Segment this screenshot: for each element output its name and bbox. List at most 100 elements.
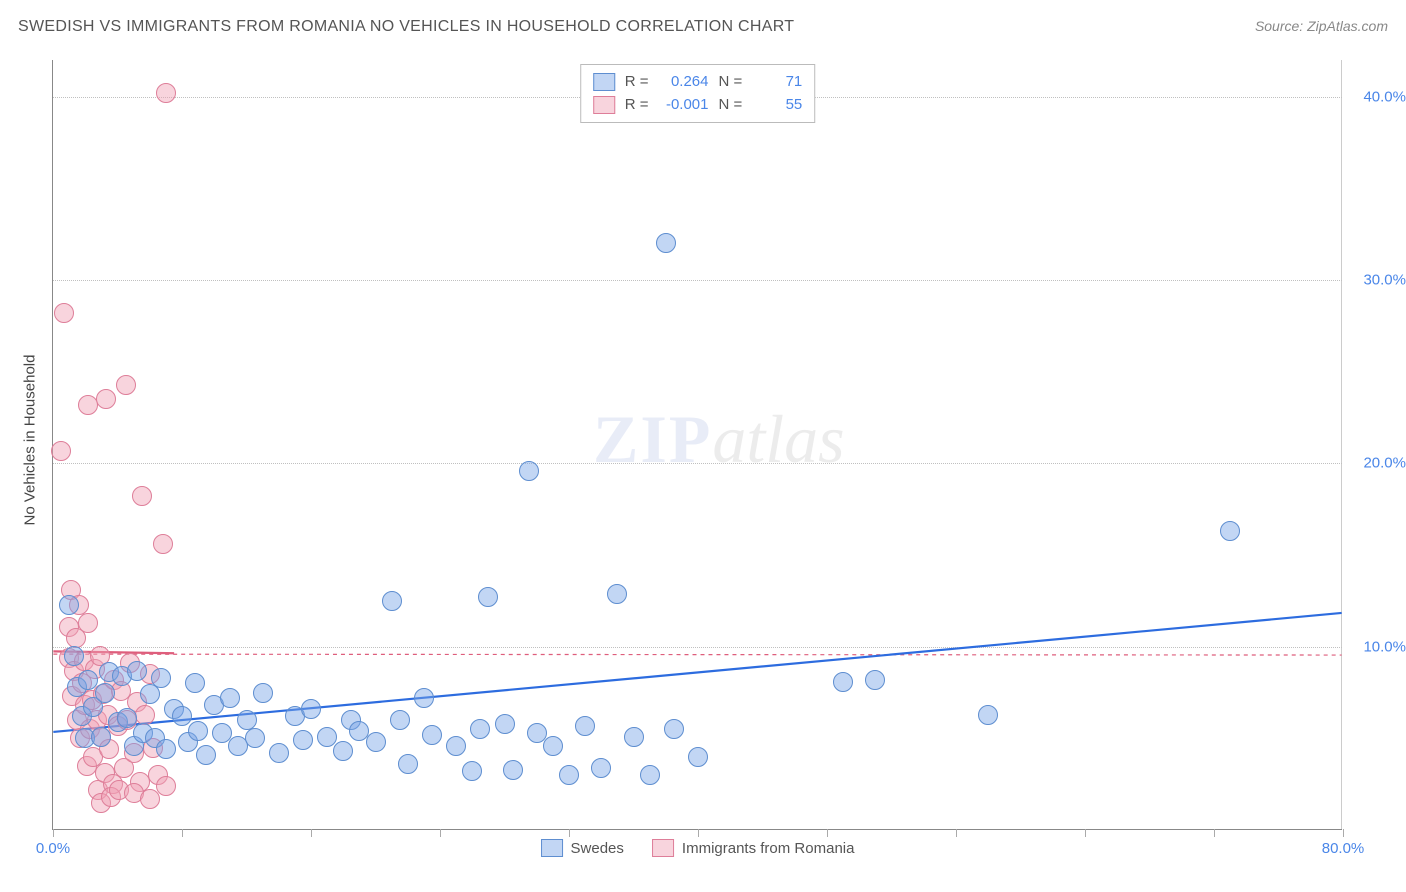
data-point-blue [422, 725, 442, 745]
legend-item-pink: Immigrants from Romania [652, 839, 855, 857]
data-point-blue [117, 708, 137, 728]
data-point-blue [245, 728, 265, 748]
y-tick-label: 30.0% [1351, 272, 1406, 289]
data-point-pink [132, 486, 152, 506]
y-tick-label: 10.0% [1351, 638, 1406, 655]
n-label2: N = [719, 94, 743, 117]
data-point-blue [253, 683, 273, 703]
stats-row-blue: R = 0.264 N = 71 [593, 71, 803, 94]
data-point-blue [196, 745, 216, 765]
data-point-pink [135, 705, 155, 725]
data-point-blue [664, 719, 684, 739]
x-tick [53, 829, 54, 837]
data-point-blue [390, 710, 410, 730]
x-tick-label: 0.0% [36, 840, 70, 857]
data-point-blue [978, 705, 998, 725]
data-point-blue [382, 591, 402, 611]
data-point-blue [607, 584, 627, 604]
data-point-blue [172, 706, 192, 726]
x-tick [311, 829, 312, 837]
x-tick [1085, 829, 1086, 837]
x-tick-label: 80.0% [1322, 840, 1365, 857]
legend-label-pink: Immigrants from Romania [682, 840, 855, 857]
x-tick [956, 829, 957, 837]
n-value-blue: 71 [752, 71, 802, 94]
gridline [53, 647, 1342, 648]
source-attribution: Source: ZipAtlas.com [1255, 18, 1388, 34]
legend-label-blue: Swedes [571, 840, 624, 857]
data-point-blue [688, 747, 708, 767]
data-point-pink [54, 303, 74, 323]
data-point-pink [153, 534, 173, 554]
r-value-pink: -0.001 [659, 94, 709, 117]
data-point-blue [640, 765, 660, 785]
n-label: N = [719, 71, 743, 94]
watermark-atlas: atlas [712, 401, 844, 477]
data-point-pink [156, 776, 176, 796]
data-point-pink [78, 613, 98, 633]
data-point-blue [59, 595, 79, 615]
data-point-blue [64, 646, 84, 666]
x-tick [1214, 829, 1215, 837]
bottom-legend: Swedes Immigrants from Romania [541, 839, 855, 857]
legend-swatch-blue [541, 839, 563, 857]
data-point-blue [398, 754, 418, 774]
data-point-blue [624, 727, 644, 747]
watermark: ZIPatlas [593, 400, 845, 479]
data-point-blue [333, 741, 353, 761]
data-point-blue [156, 739, 176, 759]
data-point-blue [220, 688, 240, 708]
x-tick [1343, 829, 1344, 837]
data-point-blue [503, 760, 523, 780]
data-point-blue [151, 668, 171, 688]
y-tick-label: 40.0% [1351, 88, 1406, 105]
x-tick [827, 829, 828, 837]
scatter-plot-area: 10.0%20.0%30.0%40.0% ZIPatlas R = 0.264 … [52, 60, 1342, 830]
n-value-pink: 55 [752, 94, 802, 117]
r-label: R = [625, 71, 649, 94]
data-point-blue [301, 699, 321, 719]
data-point-blue [237, 710, 257, 730]
r-label2: R = [625, 94, 649, 117]
data-point-blue [269, 743, 289, 763]
data-point-pink [78, 395, 98, 415]
data-point-blue [575, 716, 595, 736]
data-point-blue [91, 727, 111, 747]
trend-line [53, 654, 1341, 655]
data-point-pink [96, 389, 116, 409]
data-point-blue [519, 461, 539, 481]
x-tick [698, 829, 699, 837]
data-point-blue [462, 761, 482, 781]
watermark-zip: ZIP [593, 401, 712, 477]
data-point-pink [51, 441, 71, 461]
data-point-blue [865, 670, 885, 690]
data-point-blue [293, 730, 313, 750]
x-tick [569, 829, 570, 837]
data-point-blue [140, 684, 160, 704]
stats-row-pink: R = -0.001 N = 55 [593, 94, 803, 117]
r-value-blue: 0.264 [659, 71, 709, 94]
data-point-blue [95, 683, 115, 703]
gridline [53, 280, 1342, 281]
data-point-blue [543, 736, 563, 756]
data-point-blue [833, 672, 853, 692]
legend-swatch-pink [652, 839, 674, 857]
stats-legend-box: R = 0.264 N = 71 R = -0.001 N = 55 [580, 64, 816, 123]
data-point-blue [366, 732, 386, 752]
data-point-blue [591, 758, 611, 778]
right-axis-line [1341, 60, 1342, 829]
data-point-blue [185, 673, 205, 693]
x-tick [182, 829, 183, 837]
legend-item-blue: Swedes [541, 839, 624, 857]
data-point-blue [317, 727, 337, 747]
x-tick [440, 829, 441, 837]
data-point-blue [188, 721, 208, 741]
swatch-blue [593, 73, 615, 91]
y-tick-label: 20.0% [1351, 455, 1406, 472]
y-axis-title: No Vehicles in Household [22, 355, 39, 526]
data-point-blue [470, 719, 490, 739]
gridline [53, 463, 1342, 464]
data-point-blue [127, 661, 147, 681]
data-point-blue [478, 587, 498, 607]
data-point-pink [156, 83, 176, 103]
